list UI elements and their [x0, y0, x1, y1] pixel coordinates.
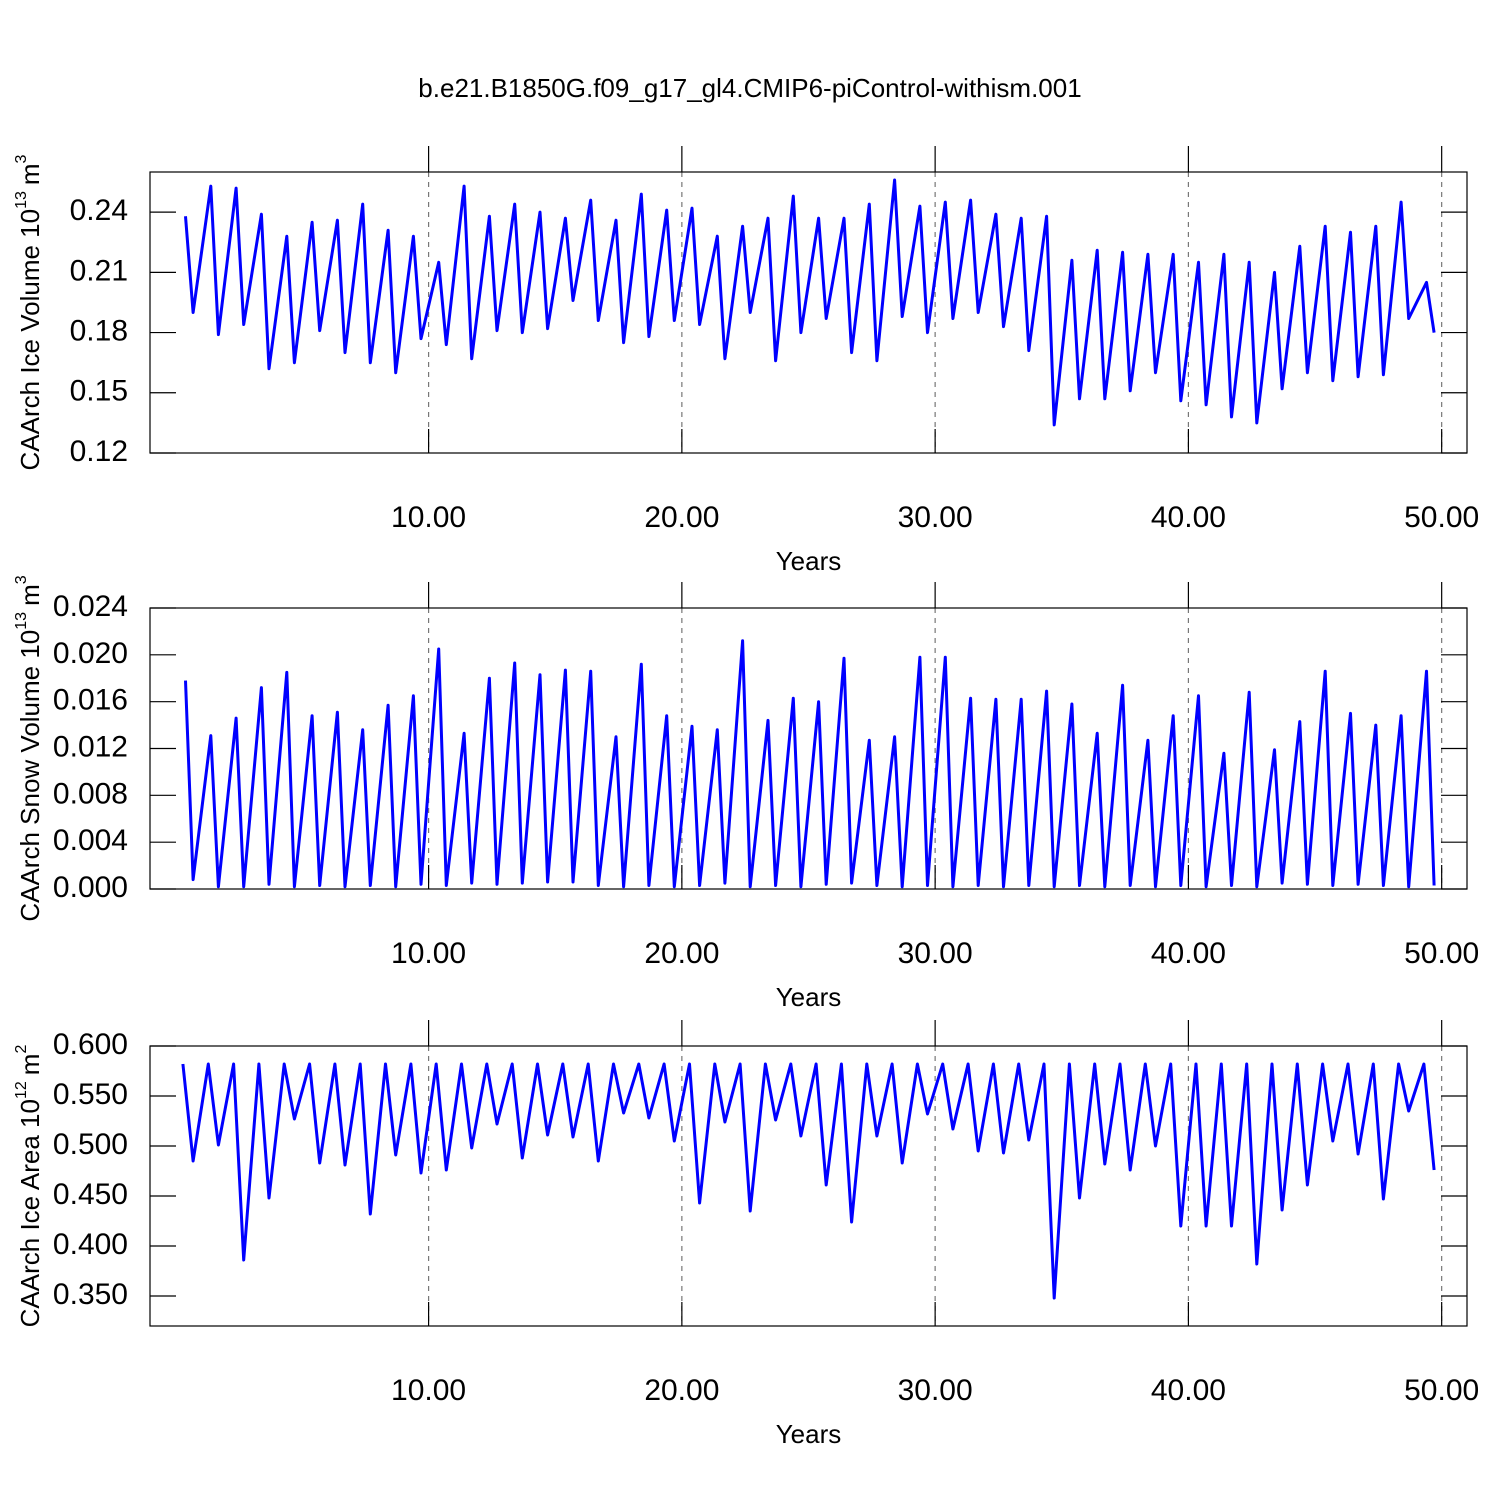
plot-frame	[149, 607, 1468, 890]
series-line	[184, 178, 1436, 427]
y-tick-label: 0.12	[70, 435, 128, 468]
x-tick-label: 40.00	[1151, 1374, 1226, 1407]
x-tick-label: 10.00	[391, 937, 466, 970]
y-tick-label: 0.020	[53, 637, 128, 670]
y-tick-label: 0.500	[53, 1128, 128, 1161]
y-tick-label: 0.600	[53, 1028, 128, 1061]
x-tick-label: 10.00	[391, 501, 466, 534]
y-tick-label: 0.008	[53, 777, 128, 810]
y-axis-label-unit-exp: 3	[13, 154, 30, 163]
x-tick-label: 50.00	[1404, 1374, 1479, 1407]
y-tick-label: 0.15	[70, 375, 128, 408]
y-tick-label: 0.21	[70, 254, 128, 287]
figure-title: b.e21.B1850G.f09_g17_gl4.CMIP6-piControl…	[418, 73, 1081, 103]
y-axis-label-text: CAArch Snow Volume 10	[15, 630, 45, 922]
x-axis-label: Years	[776, 1419, 842, 1449]
x-tick-label: 50.00	[1404, 937, 1479, 970]
x-tick-label: 30.00	[898, 1374, 973, 1407]
y-axis-label-unit: m	[15, 1054, 45, 1076]
y-axis-label-text: CAArch Ice Area 10	[15, 1099, 45, 1327]
series-line	[184, 639, 1436, 889]
y-tick-label: 0.000	[53, 871, 128, 904]
series-line	[181, 1062, 1436, 1300]
y-axis-label: CAArch Ice Volume 1013 m3	[13, 154, 45, 470]
y-tick-label: 0.550	[53, 1078, 128, 1111]
y-tick-label: 0.016	[53, 684, 128, 717]
y-axis-label-exp: 13	[13, 191, 30, 209]
x-tick-label: 30.00	[898, 937, 973, 970]
y-axis-label: CAArch Ice Area 1012 m2	[13, 1045, 45, 1328]
y-tick-label: 0.004	[53, 824, 128, 857]
y-tick-label: 0.18	[70, 314, 128, 347]
y-axis-label-unit-exp: 2	[13, 1045, 30, 1054]
plot-frame	[149, 171, 1468, 454]
plot-frame	[149, 1045, 1468, 1327]
y-tick-label: 0.24	[70, 194, 128, 227]
x-tick-label: 30.00	[898, 501, 973, 534]
y-axis-label-unit-exp: 3	[13, 575, 30, 584]
x-tick-label: 50.00	[1404, 501, 1479, 534]
y-axis-label-exp: 12	[13, 1081, 30, 1099]
x-tick-label: 20.00	[644, 1374, 719, 1407]
x-tick-label: 40.00	[1151, 937, 1226, 970]
x-tick-label: 10.00	[391, 1374, 466, 1407]
y-axis-label-unit: m	[15, 163, 45, 185]
y-axis-label-text: CAArch Ice Volume 10	[15, 209, 45, 471]
x-axis-label: Years	[776, 546, 842, 576]
y-axis-label-exp: 13	[13, 612, 30, 630]
y-tick-label: 0.400	[53, 1228, 128, 1261]
y-tick-label: 0.024	[53, 590, 128, 623]
y-axis-label: CAArch Snow Volume 1013 m3	[13, 575, 45, 921]
y-tick-label: 0.350	[53, 1278, 128, 1311]
x-tick-label: 20.00	[644, 937, 719, 970]
y-tick-label: 0.012	[53, 730, 128, 763]
x-tick-label: 20.00	[644, 501, 719, 534]
x-tick-label: 40.00	[1151, 501, 1226, 534]
y-axis-label-unit: m	[15, 584, 45, 606]
y-tick-label: 0.450	[53, 1178, 128, 1211]
x-axis-label: Years	[776, 982, 842, 1012]
